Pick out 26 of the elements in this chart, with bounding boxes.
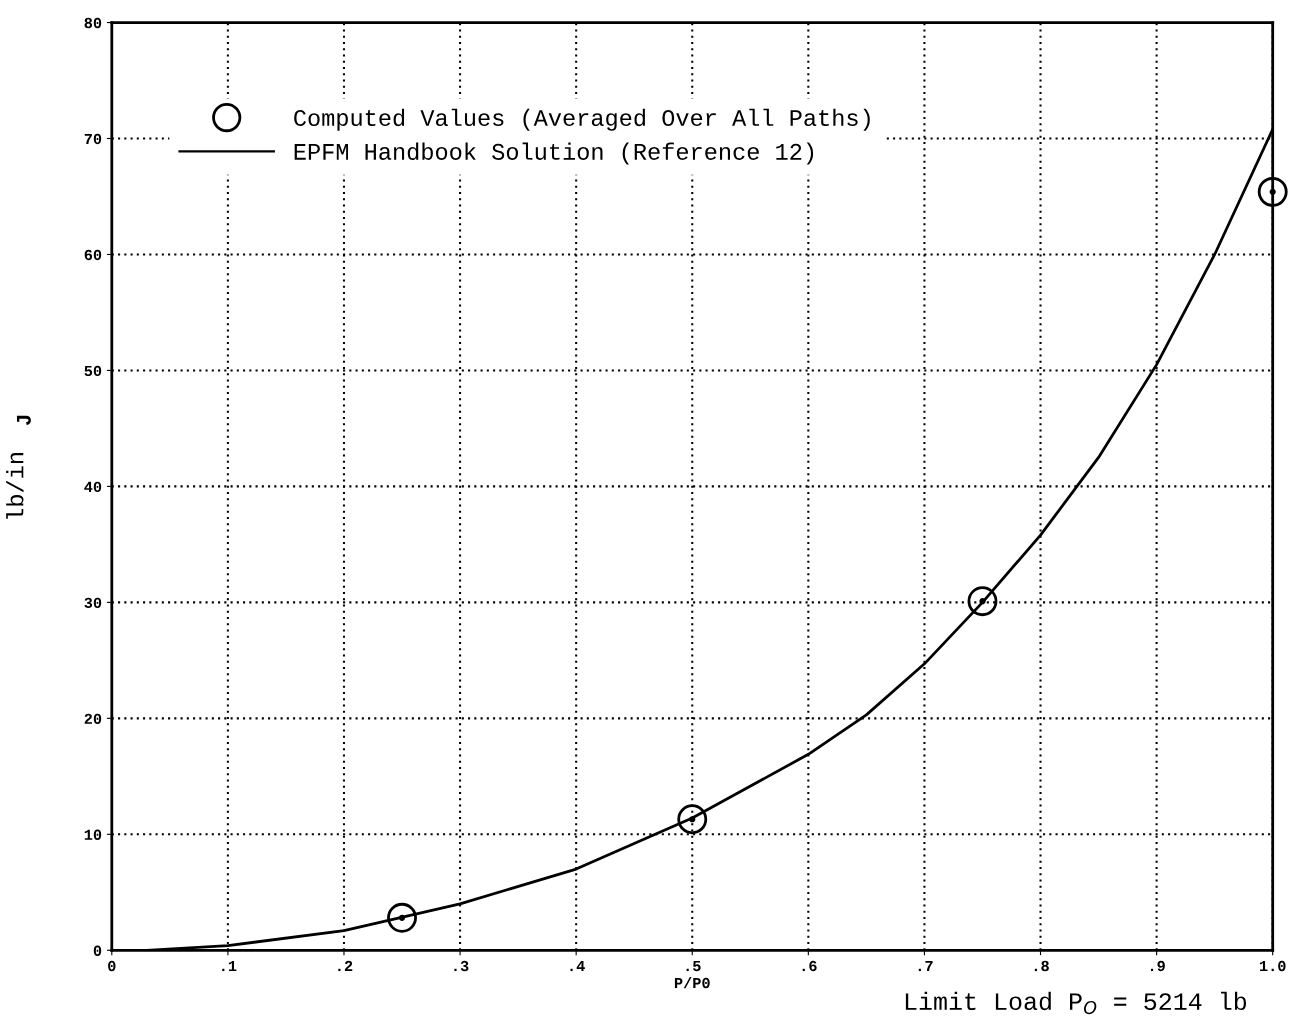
text: Limit Load P$_{O}$ = 5214 lb [905,991,1247,1015]
y-tick-label: 50 [84,365,102,377]
x-tick-label: .1 [222,961,237,972]
x-tick-label: .2 [338,960,353,972]
text: J [16,415,31,426]
y-tick-label: 0 [93,945,102,956]
x-tick-label: .4 [570,961,585,972]
x-tick-label: .6 [802,960,817,972]
x-tick-label: .3 [454,960,469,972]
y-tick-label: 20 [84,713,102,725]
x-axis-title: P/P0 [674,977,710,989]
x-tick-label: 0 [108,960,116,972]
y-axis-title: lb/in [6,453,24,519]
y-tick-label: 70 [84,133,102,145]
x-tick-label: 1.0 [1259,960,1286,972]
y-tick-label: 10 [84,829,102,840]
y-tick-label: 30 [84,597,102,609]
y-tick-label: 80 [84,17,102,29]
x-tick-label: .8 [1034,960,1049,972]
legend-label: EPFM Handbook Solution (Reference 12) [294,142,814,165]
legend-label: Computed Values (Averaged Over All Paths) [294,108,870,131]
x-tick-label: .7 [918,961,933,972]
y-tick-label: 60 [84,249,102,261]
x-tick-label: .5 [686,961,701,972]
y-tick-label: 40 [84,481,102,493]
x-tick-label: .9 [1150,960,1165,972]
